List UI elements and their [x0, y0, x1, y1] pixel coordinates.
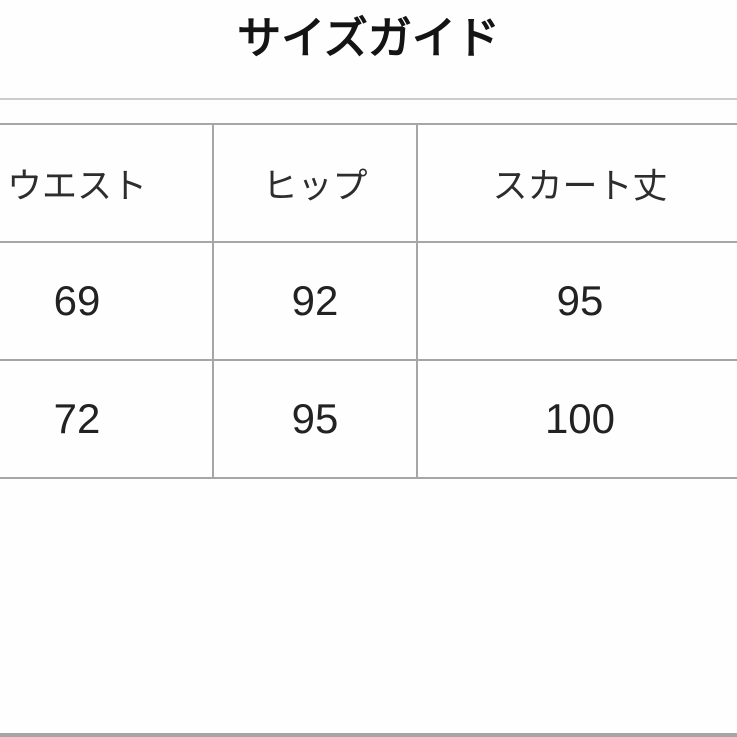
top-divider-line — [0, 98, 737, 100]
cell-row1-skirt-length: 95 — [418, 243, 737, 361]
cell-row1-waist: 69 — [0, 243, 214, 361]
col-header-waist: ウエスト — [0, 125, 214, 243]
col-header-hip: ヒップ — [214, 125, 418, 243]
cell-row2-hip: 95 — [214, 361, 418, 479]
cell-row2-waist: 72 — [0, 361, 214, 479]
cell-row1-hip: 92 — [214, 243, 418, 361]
page-title: サイズガイド — [237, 14, 500, 63]
col-header-skirt-length: スカート丈 — [418, 125, 737, 243]
size-table: ウエスト ヒップ スカート丈 69 92 95 72 95 100 — [0, 123, 737, 479]
cell-row2-skirt-length: 100 — [418, 361, 737, 479]
bottom-edge-bar — [0, 733, 737, 737]
